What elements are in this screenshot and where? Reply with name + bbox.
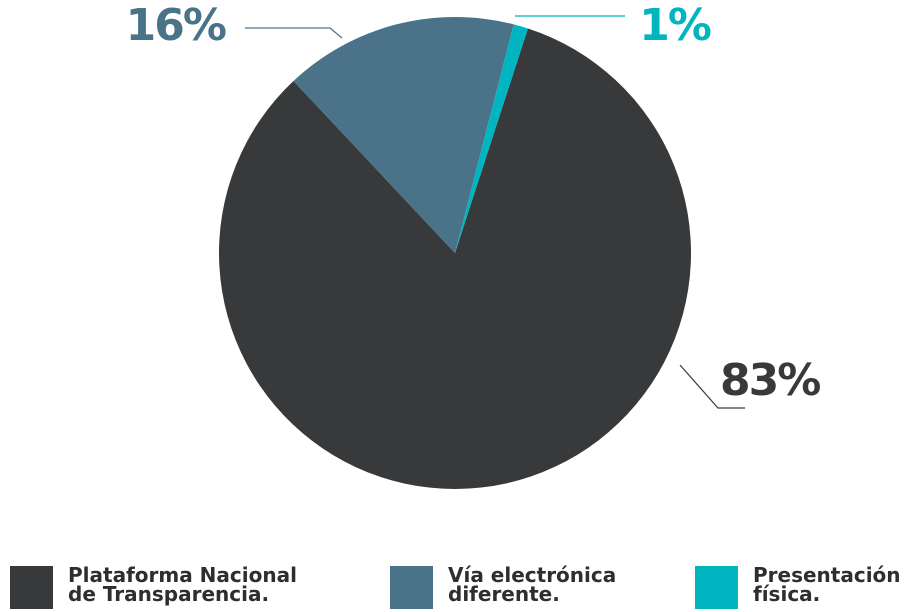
legend-item: Vía electrónica diferente.	[390, 563, 648, 609]
leader-line	[245, 27, 343, 39]
legend-item: Plataforma Nacional de Transparencia.	[10, 563, 328, 609]
pie-slice	[218, 28, 691, 490]
value-label: 1%	[639, 0, 711, 51]
legend-label: Presentación física.	[753, 563, 901, 606]
legend-label: Plataforma Nacional de Transparencia.	[68, 563, 297, 606]
legend-swatch	[695, 566, 738, 609]
legend-item: Presentación física.	[695, 563, 917, 609]
legend-swatch	[390, 566, 433, 609]
leader-line	[679, 364, 745, 409]
pie-slice	[293, 17, 514, 253]
value-label: 16%	[126, 0, 226, 51]
pie-slice	[455, 24, 528, 254]
legend-swatch	[10, 566, 53, 609]
legend-label: Vía electrónica diferente.	[448, 563, 617, 606]
value-label: 83%	[720, 355, 820, 406]
